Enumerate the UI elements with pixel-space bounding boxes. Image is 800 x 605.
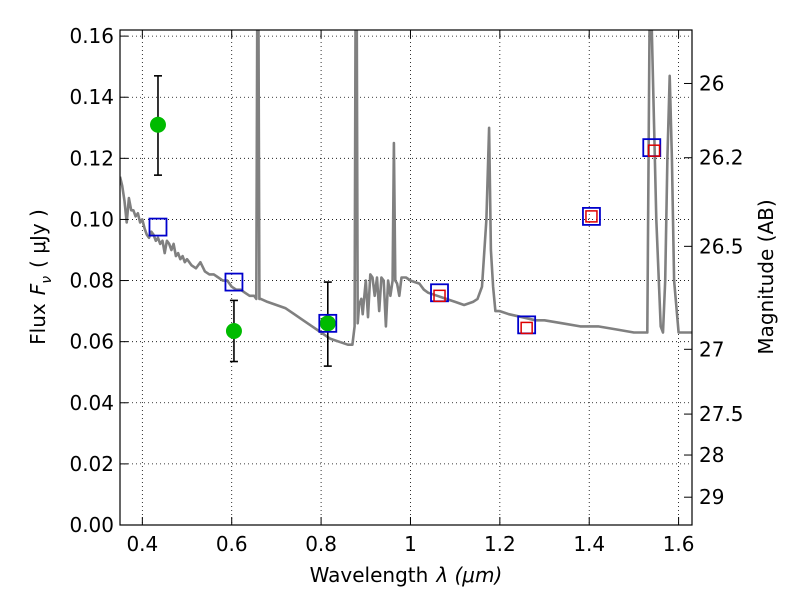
model-spectrum-line	[120, 30, 692, 346]
y-axis-label-prefix: Flux	[26, 303, 50, 345]
right-tick-label: 26.2	[699, 146, 744, 170]
y-tick-label: 0.16	[69, 24, 114, 48]
x-axis-label-main: Wavelength	[310, 563, 429, 587]
y-tick-label: 0.14	[69, 85, 114, 109]
model-photometry-point	[318, 313, 338, 333]
model-photometry-point	[642, 138, 662, 158]
x-axis-label-math: λ (μm)	[435, 563, 502, 587]
right-axis-label: Magnitude (AB)	[754, 199, 778, 354]
x-tick-label: 1	[404, 532, 417, 556]
x-tick-label: 0.8	[305, 532, 337, 556]
synthetic-photometry-point	[520, 321, 533, 335]
y-tick-label: 0.08	[69, 269, 114, 293]
x-tick-label: 0.6	[216, 532, 248, 556]
right-axis-ticks: 26 26.2 26.5 27 27.5 28 29	[684, 71, 744, 509]
y-axis-label-sub: ν	[39, 276, 55, 284]
x-tick-label: 0.4	[126, 532, 158, 556]
y-axis-label: Flux Fν ( μJy )	[26, 209, 55, 345]
observed-point	[319, 315, 336, 332]
x-axis-ticks: 0.4 0.6 0.8 1 1.2 1.4 1.6	[126, 30, 695, 556]
right-tick-label: 29	[699, 485, 724, 509]
y-axis-label-unit: ( μJy )	[26, 209, 50, 268]
plot-frame	[119, 29, 693, 526]
model-photometry-point	[148, 217, 168, 237]
x-tick-label: 1.6	[663, 532, 695, 556]
y-tick-label: 0.02	[69, 452, 114, 476]
right-tick-label: 26	[699, 71, 724, 95]
right-tick-label: 26.5	[699, 234, 744, 258]
x-axis-label: Wavelength λ (μm)	[310, 563, 503, 587]
synthetic-photometry-point	[433, 289, 446, 303]
photometry-layer	[148, 75, 662, 367]
y-axis-ticks: 0.00 0.02 0.04 0.06 0.08 0.10 0.12 0.14 0.16	[69, 24, 128, 537]
y-tick-label: 0.04	[69, 391, 114, 415]
y-tick-label: 0.00	[69, 513, 114, 537]
y-tick-label: 0.10	[69, 207, 114, 231]
model-photometry-point	[224, 272, 244, 292]
model-spectrum-layer	[120, 30, 692, 346]
observed-point	[149, 116, 166, 133]
right-tick-label: 28	[699, 443, 724, 467]
y-tick-label: 0.06	[69, 330, 114, 354]
model-photometry-point	[582, 206, 601, 226]
synthetic-photometry-point	[585, 210, 598, 223]
x-tick-label: 1.2	[484, 532, 516, 556]
synthetic-photometry-point	[647, 144, 661, 157]
observed-point	[225, 322, 242, 339]
y-axis-label-math: F	[26, 283, 50, 295]
right-tick-label: 27	[699, 337, 724, 361]
y-tick-label: 0.12	[69, 146, 114, 170]
right-tick-label: 27.5	[699, 402, 744, 426]
x-tick-label: 1.4	[573, 532, 605, 556]
